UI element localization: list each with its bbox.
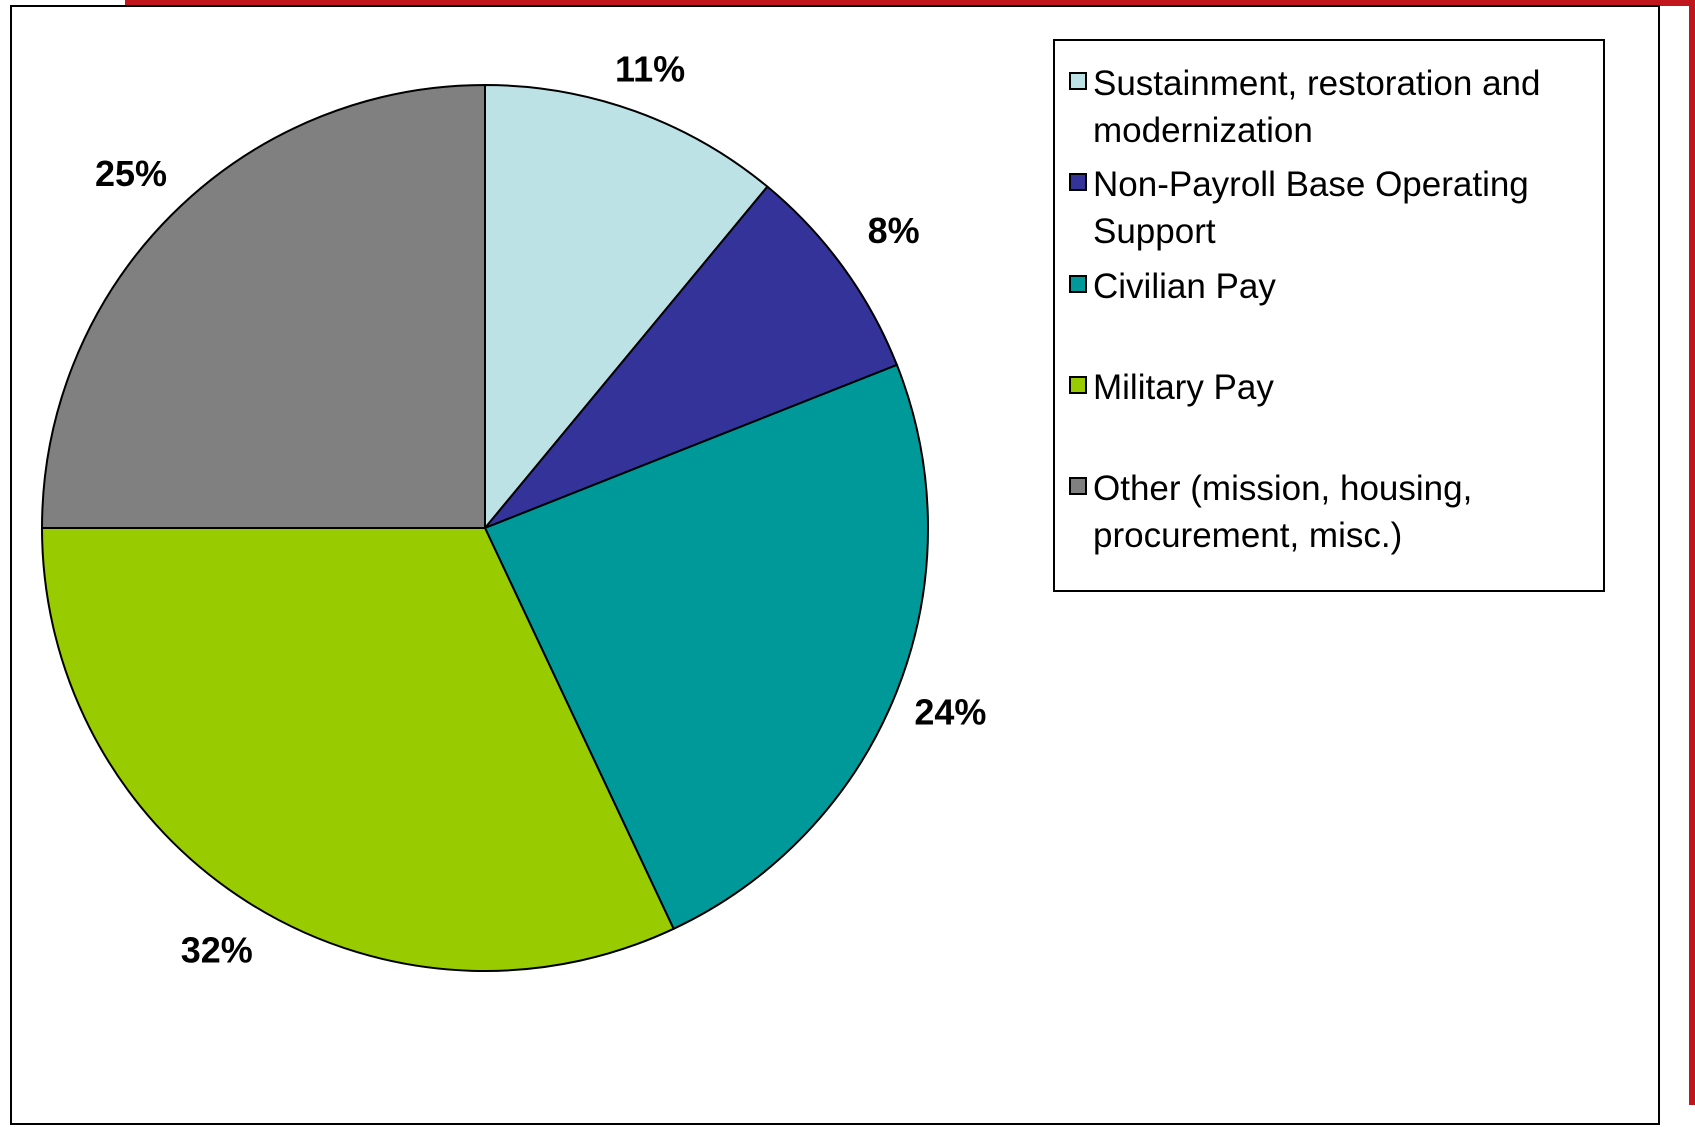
legend-swatch: [1069, 376, 1087, 394]
data-label: 24%: [914, 691, 986, 732]
legend-item: Other (mission, housing, procurement, mi…: [1069, 465, 1595, 559]
pie-chart: 11% 8% 24% 32% 25%: [40, 49, 986, 972]
legend-label: Non-Payroll Base Operating Support: [1093, 165, 1529, 251]
pie-slice: [483, 363, 929, 931]
data-label: 25%: [95, 153, 167, 194]
accent-bar-right: [1689, 0, 1695, 1105]
legend-swatch: [1069, 173, 1087, 191]
accent-bar-top: [125, 0, 1695, 6]
legend-label: Civilian Pay: [1093, 267, 1276, 306]
legend-label: Military Pay: [1093, 368, 1274, 407]
data-label: 8%: [868, 210, 920, 251]
pie-slice: [484, 185, 899, 529]
chart-frame: 11% 8% 24% 32% 25% Sustainment, restoration …: [10, 5, 1660, 1125]
legend-swatch: [1069, 275, 1087, 293]
legend: Sustainment, restoration and modernizati…: [1053, 39, 1605, 592]
legend-label: Sustainment, restoration and modernizati…: [1093, 64, 1541, 150]
legend-item: Military Pay: [1069, 364, 1595, 411]
legend-swatch: [1069, 72, 1087, 90]
pie-slice: [40, 527, 675, 972]
pie-slice: [40, 83, 486, 529]
legend-swatch: [1069, 477, 1087, 495]
data-label: 11%: [615, 49, 685, 90]
legend-item: Non-Payroll Base Operating Support: [1069, 161, 1595, 255]
legend-item: Sustainment, restoration and modernizati…: [1069, 60, 1595, 154]
legend-label: Other (mission, housing, procurement, mi…: [1093, 469, 1473, 555]
pie-slice: [484, 83, 769, 531]
legend-item: Civilian Pay: [1069, 263, 1595, 310]
data-label: 32%: [181, 930, 253, 971]
